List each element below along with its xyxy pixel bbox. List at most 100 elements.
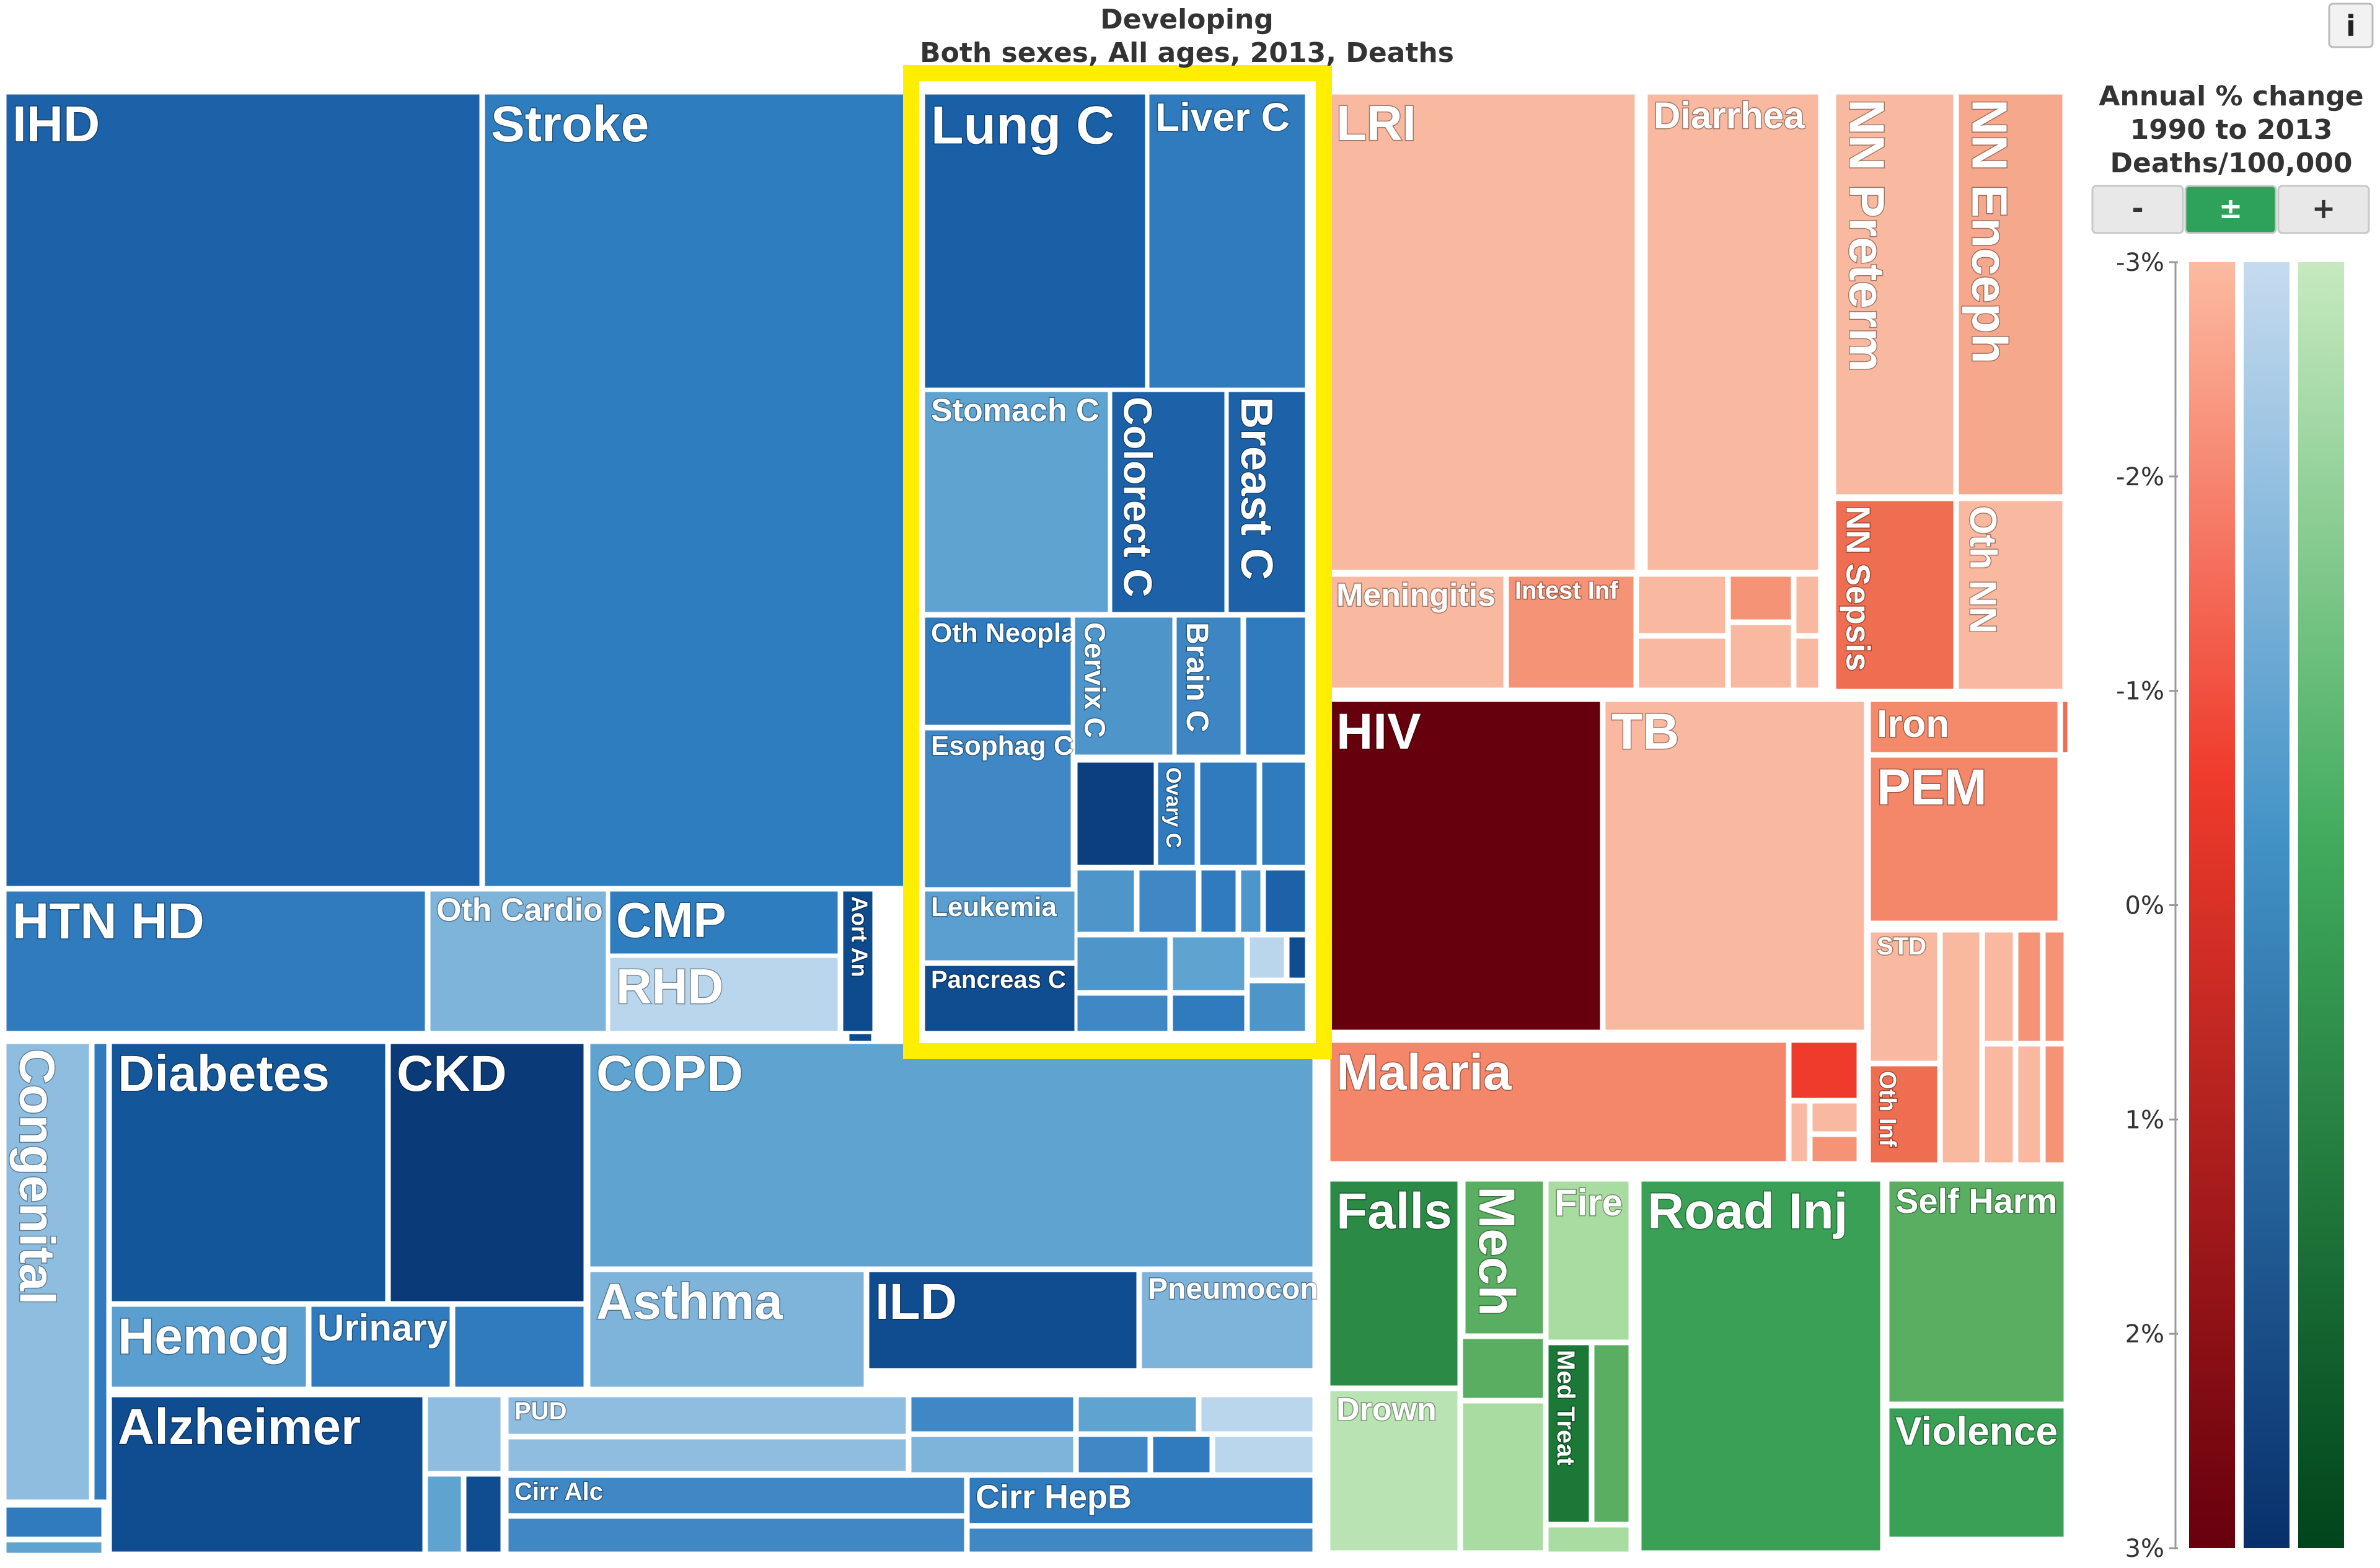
cell-meningitis[interactable]: Meningitis: [1327, 573, 1507, 691]
cell-nn-enceph[interactable]: NN Enceph: [1955, 91, 2066, 498]
cell-colorect-c[interactable]: Colorect C: [1109, 389, 1228, 615]
small-cell[interactable]: [3, 1539, 105, 1556]
small-cell[interactable]: [1788, 1039, 1860, 1101]
small-cell[interactable]: [1246, 980, 1308, 1034]
small-cell[interactable]: [908, 1434, 1077, 1476]
info-button[interactable]: i: [2328, 2, 2374, 48]
small-cell[interactable]: [1460, 1400, 1546, 1554]
small-cell[interactable]: [3, 1504, 105, 1540]
cell-copd[interactable]: COPD: [587, 1041, 1316, 1270]
small-cell[interactable]: [1636, 635, 1729, 691]
legend-button-minus[interactable]: -: [2091, 185, 2184, 234]
small-cell[interactable]: [966, 1525, 1316, 1555]
small-cell[interactable]: [1170, 934, 1248, 993]
cell-urinary[interactable]: Urinary: [308, 1303, 453, 1390]
cell-stomach-c[interactable]: Stomach C: [922, 389, 1111, 615]
small-cell[interactable]: [1246, 934, 1287, 981]
small-cell[interactable]: [1727, 622, 1794, 691]
small-cell[interactable]: [1075, 1434, 1151, 1476]
cell-pneumocon[interactable]: Pneumocon: [1139, 1269, 1319, 1372]
small-cell[interactable]: [1939, 929, 1983, 1166]
cell-leukemia[interactable]: Leukemia: [922, 888, 1078, 964]
small-cell[interactable]: [1591, 1342, 1632, 1525]
cell-pem[interactable]: PEM: [1867, 754, 2061, 924]
cell-tb[interactable]: TB: [1602, 698, 1867, 1033]
cell-lung-c[interactable]: Lung C: [922, 91, 1148, 391]
small-cell[interactable]: [1981, 1043, 2016, 1166]
small-cell[interactable]: [1727, 573, 1794, 623]
cell-mech[interactable]: Mech: [1462, 1178, 1546, 1337]
small-cell[interactable]: [1259, 759, 1308, 868]
cell-breast-c[interactable]: Breast C: [1225, 389, 1308, 615]
cell-aort-an[interactable]: Aort An: [840, 888, 876, 1034]
cell-brain-c[interactable]: Brain C: [1173, 614, 1244, 758]
cell-malaria[interactable]: Malaria: [1327, 1039, 1789, 1165]
cell-diabetes[interactable]: Diabetes: [108, 1041, 389, 1305]
small-cell[interactable]: [1809, 1100, 1860, 1135]
small-cell[interactable]: [1197, 759, 1260, 868]
small-cell[interactable]: [1636, 573, 1729, 636]
cell-cirr-alc[interactable]: Cirr Alc: [505, 1474, 967, 1517]
cell-oth-nn[interactable]: Oth NN: [1955, 498, 2066, 692]
small-cell[interactable]: [1150, 1434, 1213, 1476]
small-cell[interactable]: [1212, 1434, 1316, 1476]
cell-cirr-hepb[interactable]: Cirr HepB: [966, 1474, 1316, 1526]
cell-std[interactable]: STD: [1867, 929, 1941, 1064]
legend-button-plus-minus[interactable]: ±: [2184, 185, 2277, 234]
cell-liver-c[interactable]: Liver C: [1146, 91, 1308, 391]
cell-oth-cardio[interactable]: Oth Cardio: [427, 888, 609, 1034]
small-cell[interactable]: [1788, 1100, 1810, 1165]
small-cell[interactable]: [91, 1041, 110, 1503]
cell-congenital[interactable]: Congenital: [3, 1041, 92, 1503]
cell-htn-hd[interactable]: HTN HD: [3, 888, 428, 1034]
small-cell[interactable]: [1286, 934, 1308, 981]
small-cell[interactable]: [1793, 635, 1822, 691]
small-cell[interactable]: [1793, 573, 1822, 636]
small-cell[interactable]: [1074, 934, 1171, 993]
cell-nn-sepsis[interactable]: NN Sepsis: [1833, 498, 1957, 692]
small-cell[interactable]: [1170, 992, 1248, 1034]
cell-intest-inf[interactable]: Intest Inf: [1505, 573, 1637, 691]
cell-ihd[interactable]: IHD: [3, 91, 483, 889]
small-cell[interactable]: [463, 1473, 504, 1555]
cell-cmp[interactable]: CMP: [607, 888, 841, 957]
cell-alzheimer[interactable]: Alzheimer: [108, 1394, 426, 1555]
small-cell[interactable]: [1545, 1524, 1632, 1555]
small-cell[interactable]: [1074, 867, 1137, 935]
small-cell[interactable]: [1074, 759, 1157, 868]
small-cell[interactable]: [505, 1436, 909, 1474]
small-cell[interactable]: [505, 1515, 967, 1555]
cell-iron[interactable]: Iron: [1867, 698, 2061, 755]
cell-hemog[interactable]: Hemog: [108, 1303, 309, 1390]
cell-oth-neopla[interactable]: Oth Neopla: [922, 614, 1078, 728]
small-cell[interactable]: [2060, 698, 2071, 755]
small-cell[interactable]: [1074, 992, 1171, 1034]
cell-lri[interactable]: LRI: [1327, 91, 1638, 573]
small-cell[interactable]: [1198, 1394, 1316, 1435]
cell-violence[interactable]: Violence: [1886, 1405, 2067, 1540]
cell-diarrhea[interactable]: Diarrhea: [1644, 91, 1822, 573]
small-cell[interactable]: [1263, 867, 1308, 935]
cell-road-inj[interactable]: Road Inj: [1638, 1178, 1884, 1554]
cell-esophag-c[interactable]: Esophag C: [922, 727, 1074, 891]
small-cell[interactable]: [1981, 929, 2016, 1044]
cell-nn-preterm[interactable]: NN Preterm: [1833, 91, 1957, 498]
cell-med-treat[interactable]: Med Treat: [1545, 1342, 1592, 1525]
cell-falls[interactable]: Falls: [1327, 1178, 1461, 1389]
cell-rhd[interactable]: RHD: [607, 954, 841, 1034]
cell-fire[interactable]: Fire: [1545, 1178, 1632, 1343]
small-cell[interactable]: [1460, 1336, 1546, 1401]
small-cell[interactable]: [1809, 1134, 1860, 1165]
cell-oth-inf[interactable]: Oth Inf: [1867, 1063, 1941, 1166]
cell-asthma[interactable]: Asthma: [587, 1269, 867, 1390]
cell-ild[interactable]: ILD: [866, 1269, 1140, 1372]
small-cell[interactable]: [425, 1394, 504, 1474]
small-cell[interactable]: [908, 1394, 1077, 1435]
small-cell[interactable]: [1075, 1394, 1199, 1435]
small-cell[interactable]: [2042, 1043, 2067, 1166]
small-cell[interactable]: [1136, 867, 1199, 935]
cell-pud[interactable]: PUD: [505, 1394, 909, 1437]
small-cell[interactable]: [2015, 1043, 2043, 1166]
small-cell[interactable]: [1198, 867, 1239, 935]
small-cell[interactable]: [1243, 614, 1308, 758]
